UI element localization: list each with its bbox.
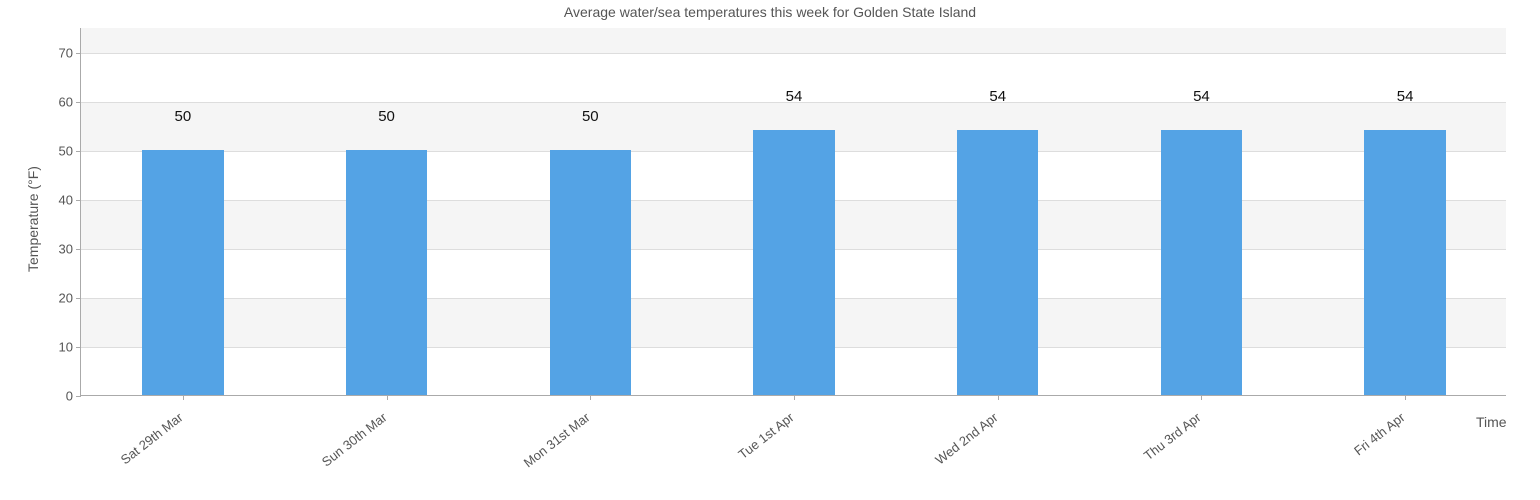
y-tick-label: 30 <box>59 241 81 256</box>
bar <box>1161 130 1242 395</box>
x-tick-mark <box>794 395 795 400</box>
bar <box>753 130 834 395</box>
x-tick-mark <box>1405 395 1406 400</box>
bar <box>142 150 223 395</box>
plot-area: 01020304050607050Sat 29th Mar50Sun 30th … <box>80 28 1506 396</box>
x-tick-label: Tue 1st Apr <box>735 410 796 462</box>
bar <box>957 130 1038 395</box>
y-tick-label: 20 <box>59 290 81 305</box>
x-tick-label: Sun 30th Mar <box>318 410 389 470</box>
x-tick-label: Thu 3rd Apr <box>1141 410 1204 464</box>
x-tick-mark <box>590 395 591 400</box>
bar-value-label: 50 <box>175 108 192 129</box>
x-tick-label: Mon 31st Mar <box>521 410 593 471</box>
temperature-chart: Average water/sea temperatures this week… <box>0 0 1540 500</box>
y-axis-label: Temperature (°F) <box>25 166 41 272</box>
y-tick-label: 70 <box>59 45 81 60</box>
x-tick-label: Fri 4th Apr <box>1351 410 1407 459</box>
bar <box>550 150 631 395</box>
x-tick-mark <box>387 395 388 400</box>
bar <box>346 150 427 395</box>
bar-value-label: 50 <box>378 108 395 129</box>
x-tick-mark <box>1201 395 1202 400</box>
x-tick-label: Sat 29th Mar <box>118 410 186 468</box>
y-tick-label: 0 <box>66 389 81 404</box>
x-tick-mark <box>998 395 999 400</box>
x-tick-label: Wed 2nd Apr <box>932 410 1000 468</box>
x-tick-mark <box>183 395 184 400</box>
y-tick-label: 10 <box>59 339 81 354</box>
bar <box>1364 130 1445 395</box>
y-tick-label: 50 <box>59 143 81 158</box>
bar-value-label: 54 <box>1193 88 1210 109</box>
x-axis-label: Time <box>1476 414 1507 430</box>
bar-value-label: 50 <box>582 108 599 129</box>
bar-value-label: 54 <box>989 88 1006 109</box>
bar-value-label: 54 <box>1397 88 1414 109</box>
grid-band <box>81 28 1506 53</box>
y-tick-label: 40 <box>59 192 81 207</box>
y-tick-label: 60 <box>59 94 81 109</box>
bar-value-label: 54 <box>786 88 803 109</box>
grid-line <box>81 53 1506 54</box>
chart-title: Average water/sea temperatures this week… <box>0 4 1540 20</box>
